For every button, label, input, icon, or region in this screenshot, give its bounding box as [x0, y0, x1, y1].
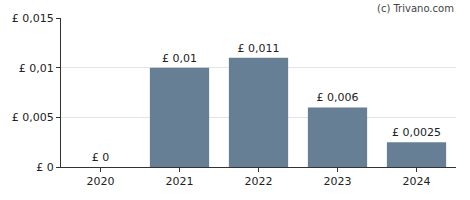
svg-text:2023: 2023 — [324, 175, 352, 188]
svg-text:£ 0,0025: £ 0,0025 — [392, 126, 441, 139]
svg-text:£ 0,01: £ 0,01 — [19, 62, 54, 75]
svg-text:2021: 2021 — [166, 175, 194, 188]
svg-text:£ 0,011: £ 0,011 — [238, 42, 280, 55]
svg-text:2022: 2022 — [245, 175, 273, 188]
svg-text:£ 0: £ 0 — [36, 161, 54, 174]
svg-text:2024: 2024 — [403, 175, 431, 188]
svg-text:(c) Trivano.com: (c) Trivano.com — [377, 3, 454, 14]
svg-text:2020: 2020 — [87, 175, 115, 188]
svg-text:£ 0: £ 0 — [92, 151, 110, 164]
svg-text:£ 0,005: £ 0,005 — [12, 111, 54, 124]
svg-text:£ 0,01: £ 0,01 — [162, 52, 197, 65]
svg-text:£ 0,015: £ 0,015 — [12, 12, 54, 25]
svg-text:£ 0,006: £ 0,006 — [317, 91, 359, 104]
